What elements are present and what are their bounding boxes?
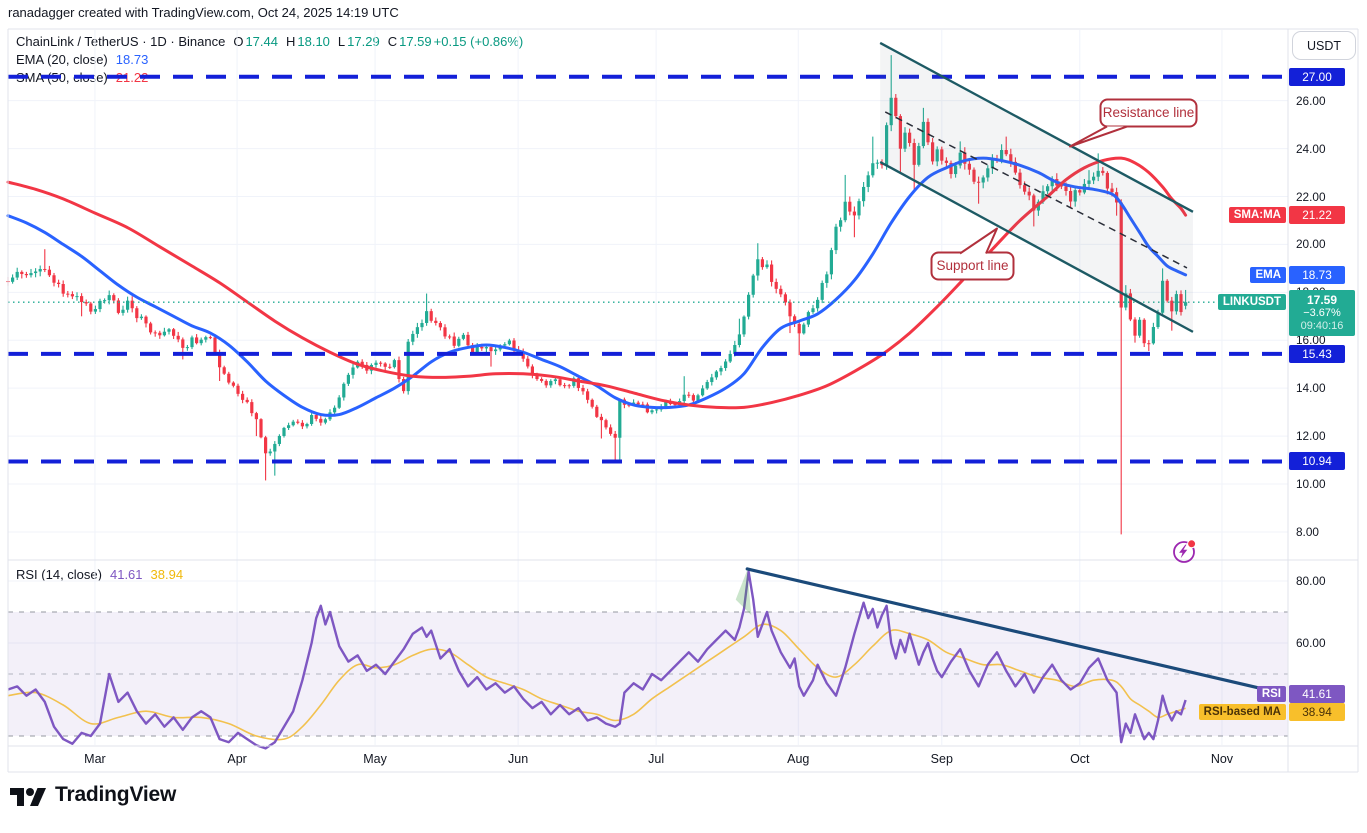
price-tick-label: 26.00	[1296, 93, 1326, 108]
open-key: O	[233, 34, 244, 49]
support-callout-label: Support line	[936, 258, 1009, 273]
low-value: 17.29	[347, 34, 380, 49]
high-key: H	[285, 34, 296, 49]
axis-tag-ema[interactable]: EMA	[1250, 266, 1286, 283]
current-chip-line: 17.59	[1306, 293, 1338, 308]
price-tick-label: 24.00	[1296, 141, 1326, 156]
axis-value-chip[interactable]: 15.43	[1289, 344, 1345, 363]
change-value: +0.15 (+0.86%)	[433, 34, 524, 49]
open-value: 17.44	[245, 34, 278, 49]
axis-value-chip[interactable]: 21.22	[1289, 206, 1345, 225]
price-tick-label: 14.00	[1296, 381, 1326, 396]
time-axis-month-label[interactable]: Sep	[930, 752, 953, 766]
time-axis-month-label[interactable]: Nov	[1210, 752, 1234, 766]
time-axis-month-label[interactable]: Apr	[227, 752, 247, 766]
sma-value: 21.22	[115, 70, 149, 85]
price-tick-label: 12.00	[1296, 429, 1326, 444]
symbol-title[interactable]: ChainLink / TetherUS · 1D · Binance	[16, 34, 226, 49]
price-tick-label: 8.00	[1296, 524, 1319, 539]
rsi-ma-value: 38.94	[150, 567, 184, 582]
close-key: C	[387, 34, 398, 49]
low-key: L	[337, 34, 346, 49]
price-tick-label: 10.00	[1296, 477, 1326, 492]
axis-value-chip[interactable]: 38.94	[1289, 703, 1345, 722]
time-axis-month-label[interactable]: Oct	[1070, 752, 1090, 766]
ema-value: 18.73	[115, 52, 149, 67]
rsi-value: 41.61	[109, 567, 143, 582]
tradingview-logo-icon	[10, 788, 46, 806]
current-chip-line: 09:40:16	[1300, 320, 1344, 333]
axis-tag-linkusdt[interactable]: LINKUSDT	[1217, 294, 1286, 311]
price-tick-label: 22.00	[1296, 189, 1326, 204]
price-tick-label: 16.00	[1296, 333, 1326, 348]
axis-tag-sma-ma[interactable]: SMA:MA	[1228, 207, 1286, 224]
currency-label: USDT	[1306, 38, 1342, 53]
attribution-text: ranadagger created with TradingView.com,…	[8, 5, 399, 20]
axis-value-chip[interactable]: 18.73	[1289, 265, 1345, 284]
resistance-callout-label: Resistance line	[1102, 105, 1195, 120]
axis-tag-rsi-based-ma[interactable]: RSI-based MA	[1198, 704, 1286, 721]
time-axis-month-label[interactable]: Jun	[508, 752, 529, 766]
tradingview-logo[interactable]: TradingView	[10, 783, 176, 807]
rsi-tick-label: 80.00	[1296, 574, 1326, 588]
rsi-legend[interactable]: RSI (14, close) 41.61 38.94	[16, 567, 183, 582]
rsi-label: RSI (14, close)	[16, 567, 102, 582]
ema-legend-row[interactable]: EMA (20, close) 18.73	[16, 51, 523, 69]
current-chip-line: −3.67%	[1303, 307, 1341, 320]
resistance-callout[interactable]: Resistance line	[1100, 99, 1197, 126]
axis-value-chip[interactable]: 41.61	[1289, 685, 1345, 703]
close-value: 17.59	[399, 34, 432, 49]
time-axis-month-label[interactable]: Mar	[84, 752, 106, 766]
chart-legend: ChainLink / TetherUS · 1D · Binance O 17.4…	[16, 33, 523, 87]
rsi-tick-label: 60.00	[1296, 636, 1326, 650]
sma-legend-row[interactable]: SMA (50, close) 21.22	[16, 69, 523, 87]
axis-value-chip[interactable]: 10.94	[1289, 452, 1345, 471]
price-axis-current-chip[interactable]: 17.59 −3.67% 09:40:16	[1289, 290, 1355, 337]
flash-icon[interactable]	[1171, 538, 1199, 571]
sma-label: SMA (50, close)	[16, 70, 108, 85]
currency-button[interactable]: USDT	[1292, 31, 1356, 60]
price-tick-label: 20.00	[1296, 237, 1326, 252]
time-axis-month-label[interactable]: Jul	[648, 752, 665, 766]
support-callout[interactable]: Support line	[931, 252, 1014, 279]
tradingview-logo-text: TradingView	[55, 783, 177, 806]
axis-tag-rsi[interactable]: RSI	[1256, 686, 1286, 702]
axis-value-chip[interactable]: 27.00	[1289, 67, 1345, 86]
high-value: 18.10	[297, 34, 330, 49]
symbol-row[interactable]: ChainLink / TetherUS · 1D · Binance O 17.4…	[16, 33, 523, 51]
time-axis-month-label[interactable]: Aug	[787, 752, 810, 766]
ema-label: EMA (20, close)	[16, 52, 108, 67]
time-axis-month-label[interactable]: May	[363, 752, 387, 766]
